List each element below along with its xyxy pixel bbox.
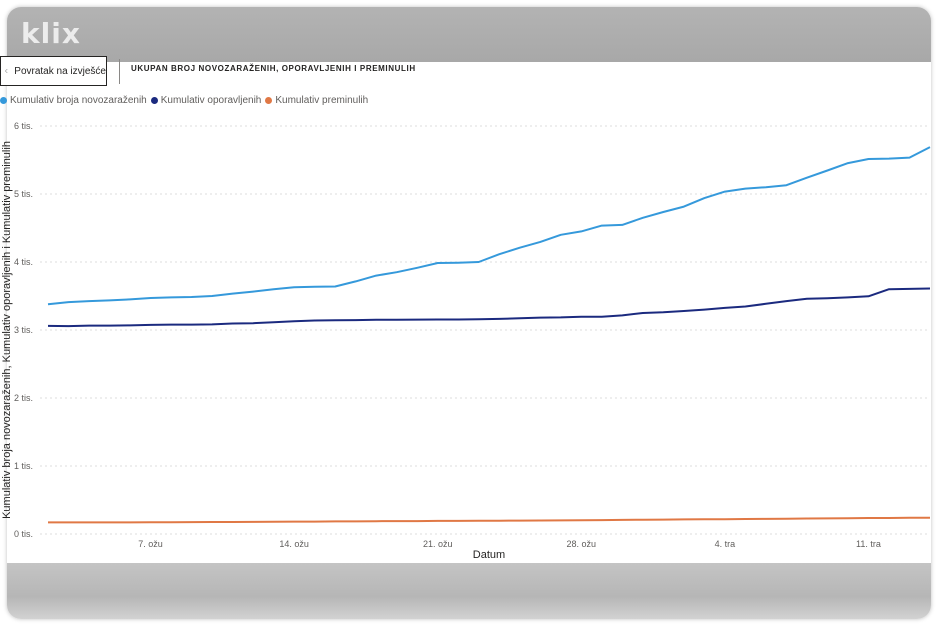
x-tick-label: 28. ožu (567, 539, 597, 549)
y-tick-label: 4 tis. (14, 257, 33, 267)
back-button-label: Povratak na izvješće (14, 65, 106, 77)
x-tick-label: 21. ožu (423, 539, 453, 549)
legend-marker (0, 97, 7, 104)
legend-item-oporavljeni[interactable]: Kumulativ oporavljenih (150, 95, 262, 106)
x-axis-ticks: 7. ožu 14. ožu 21. ožu 28. ožu 4. tra 11. tra (138, 539, 881, 549)
toolbar-divider (119, 59, 120, 84)
x-tick-label: 4. tra (715, 539, 736, 549)
y-axis-title: Kumulativ broja novozaraženih, Kumulativ… (1, 141, 13, 519)
y-tick-label: 5 tis. (14, 189, 33, 199)
x-tick-label: 11. tra (856, 539, 881, 549)
site-header-bar: klix (7, 7, 931, 62)
series-lines (47, 146, 931, 524)
x-axis-title: Datum (473, 549, 505, 561)
legend-label: Kumulativ broja novozaraženih (10, 95, 147, 106)
page-title: UKUPAN BROJ NOVOZARAŽENIH, OPORAVLJENIH … (131, 64, 416, 73)
x-tick-label: 7. ožu (138, 539, 163, 549)
legend-label: Kumulativ oporavljenih (160, 95, 262, 106)
y-tick-label: 1 tis. (14, 461, 33, 471)
y-axis-ticks: 0 tis. 1 tis. 2 tis. 3 tis. 4 tis. 5 tis. 6 ti… (14, 121, 33, 539)
series-line-novozarazeni[interactable] (47, 146, 931, 306)
y-tick-label: 3 tis. (14, 325, 33, 335)
series-line-preminuli[interactable] (48, 516, 931, 524)
series-line-oporavljeni[interactable] (47, 287, 931, 328)
x-tick-label: 14. ožu (279, 539, 309, 549)
y-tick-label: 2 tis. (14, 393, 33, 403)
chart-legend: Kumulativ broja novozaraženih Kumulativ … (0, 95, 372, 106)
legend-marker (150, 97, 158, 104)
gridlines (40, 125, 930, 535)
legend-marker (265, 97, 273, 104)
chevron-left-icon (5, 68, 8, 74)
y-tick-label: 6 tis. (14, 121, 33, 131)
legend-label: Kumulativ preminulih (275, 95, 369, 106)
site-logo[interactable]: klix (21, 17, 81, 50)
screenshot-frame: klix (7, 7, 931, 619)
legend-item-preminuli[interactable]: Kumulativ preminulih (265, 95, 368, 106)
back-to-report-button[interactable]: Povratak na izvješće (0, 56, 107, 86)
blurred-footer (7, 563, 931, 619)
y-tick-label: 0 tis. (14, 529, 33, 539)
legend-item-novozarazeni[interactable]: Kumulativ broja novozaraženih (0, 95, 147, 106)
